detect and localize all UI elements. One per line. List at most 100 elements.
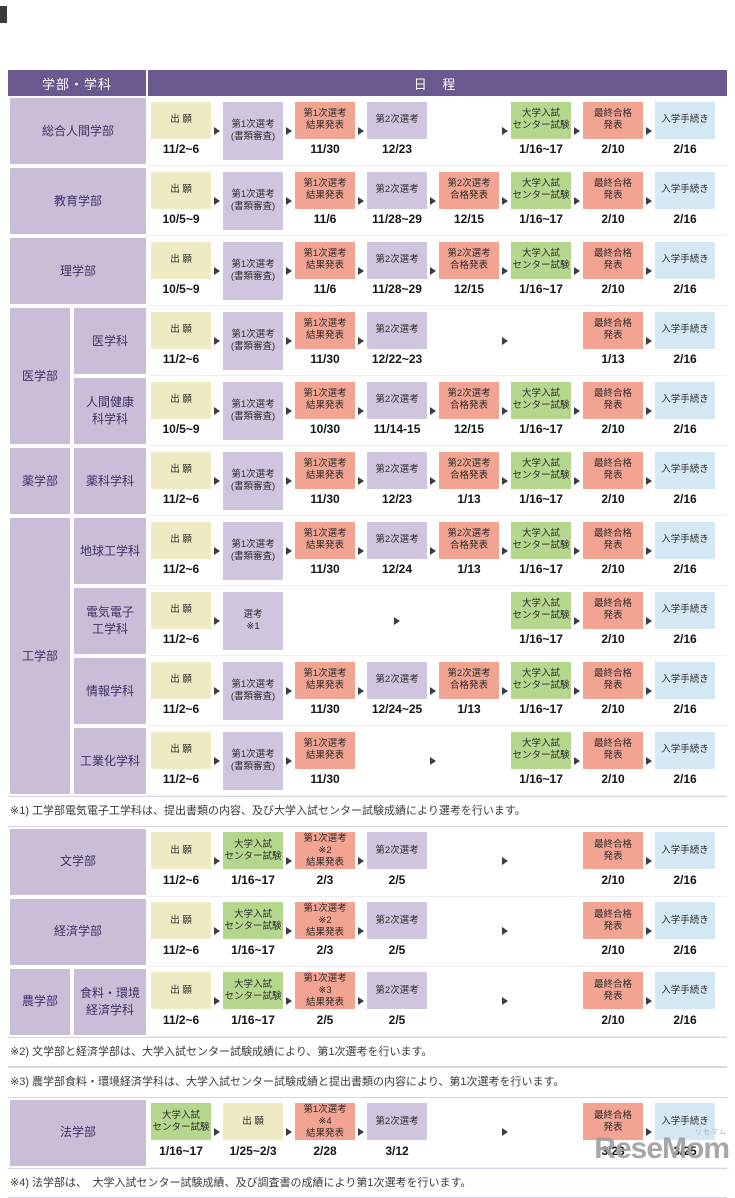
department-cell: 人間健康 科学科 [72,376,148,446]
cell-date: 10/5~9 [151,209,211,230]
cell-label-line: 入学手続き [661,254,709,266]
cell-label-line: 入学手続き [661,915,709,927]
cell-label: 入学手続き [655,522,715,559]
cell-proc: 入学手続き 2/16 [655,382,715,440]
arrow-gap [211,1128,223,1136]
cell-label-line: 第1次選考 [303,668,346,680]
cell-label-line: 最終合格 [594,458,632,470]
arrow-gap [211,927,223,935]
cell-date: 11/2~6 [151,699,211,720]
cell-label-line: 合格発表 [450,260,488,272]
arrow-gap [499,1128,511,1136]
cell-date: 1/16~17 [511,769,571,790]
cell-label-line: 大学入試 [522,388,560,400]
arrow-gap [571,267,583,275]
empty-slot [439,102,499,160]
cell-label-line: 発表 [604,610,623,622]
cell-label-line: 第2次選考 [375,464,418,476]
cell-screen1: 第1次選考(書類審査) [223,102,283,160]
arrow-gap [427,687,439,695]
arrow-gap [283,1128,295,1136]
cell-label: 入学手続き [655,102,715,139]
arrow-gap [355,197,367,205]
cell-screen1: 第1次選考(書類審査) [223,522,283,580]
cell-label-line: 出 願 [170,845,192,857]
empty-slot [439,902,499,960]
cell-label: 第2次選考 [367,102,427,139]
cell-label-line: 最終合格 [594,248,632,260]
faculty-cell: 経済学部 [8,897,148,967]
cell-date: 12/15 [439,209,499,230]
cell-date: 1/16~17 [223,869,283,890]
arrow-icon [502,857,508,865]
cell-date: 2/10 [583,209,643,230]
arrow-icon [214,1128,220,1136]
cell-label: 第1次選考結果発表 [295,172,355,209]
cell-label-line: 結果発表 [306,750,344,762]
cell-label-line: 出 願 [170,674,192,686]
cell-label-line: (書類審査) [231,761,275,773]
cell-label-line: (書類審査) [231,201,275,213]
cell-date: 2/10 [583,939,643,960]
cell-label: 第1次選考(書類審査) [223,732,283,790]
cell-date: 10/30 [295,419,355,440]
arrow-icon [214,407,220,415]
footnote-text: ※4) 法学部は、 大学入試センター試験成績、及び調査書の成績により第1次選考を… [10,1175,723,1192]
footnote: ※4) 法学部は、 大学入試センター試験成績、及び調査書の成績により第1次選考を… [8,1168,727,1198]
faculty-cell: 医学部 [8,306,72,446]
arrow-gap [499,197,511,205]
arrow-icon [574,197,580,205]
cell-date: 2/10 [583,419,643,440]
cell-label: 入学手続き [655,902,715,939]
arrow-gap [571,407,583,415]
cell-label-line: 大学入試 [522,668,560,680]
arrow-icon [646,547,652,555]
arrow-icon [430,757,436,765]
arrow-icon [358,197,364,205]
cell-date: 2/16 [655,419,715,440]
cell-label-line: 出 願 [170,464,192,476]
empty-slot [511,902,571,960]
cell-label: 第1次選考(書類審査) [223,662,283,720]
cell-label-line: 入学手続き [661,394,709,406]
cell-date: 2/16 [655,559,715,580]
cell-label-line: センター試験 [513,260,570,272]
cell-date: 2/16 [655,629,715,650]
arrow-gap [499,407,511,415]
cell-label-line: 大学入試 [522,108,560,120]
cell-label: 第2次選考 [367,832,427,869]
cell-label: 出 願 [151,592,211,629]
cell-sel_n1: 選考※1 [223,592,283,650]
cell-date: 11/2~6 [151,349,211,370]
cell-label-line: 最終合格 [594,388,632,400]
cell-label-line: 第1次選考 [231,119,274,131]
cell-date: 2/10 [583,1009,643,1030]
